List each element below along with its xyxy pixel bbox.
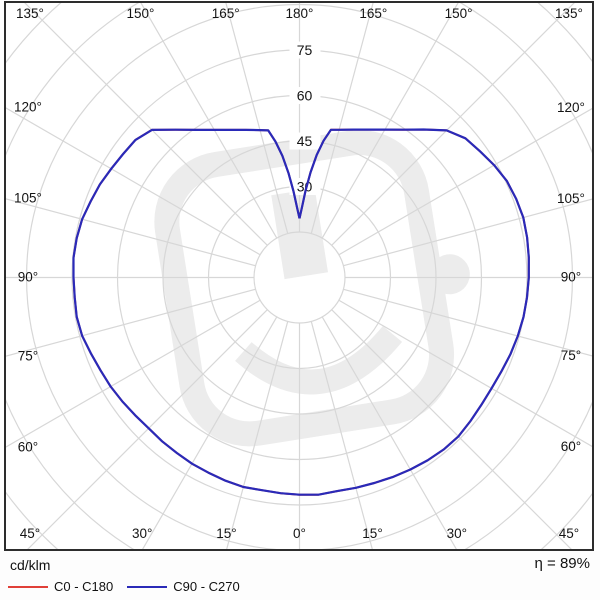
watermark-smile (235, 325, 403, 395)
grid-ray (310, 2, 374, 234)
angle-tick-label: 165° (212, 6, 240, 21)
legend-label: C90 - C270 (173, 579, 240, 594)
grid-ray (5, 299, 261, 449)
legend-entry-c0-c180: C0 - C180 (8, 579, 113, 594)
watermark-bar (271, 188, 329, 280)
grid-ray (343, 198, 593, 267)
blue-line-swatch (127, 585, 168, 588)
angle-tick-label: 15° (216, 526, 236, 541)
grid-ray (225, 321, 289, 550)
angle-tick-label: 15° (362, 526, 382, 541)
grid-ray (139, 2, 278, 239)
grid-ray (310, 321, 374, 550)
radial-tick-label: 45 (297, 133, 313, 149)
angle-tick-label: 30° (132, 526, 152, 541)
efficiency-value: η = 89% (534, 555, 590, 572)
grid-ray (5, 197, 256, 267)
angle-tick-label: 30° (447, 526, 467, 541)
red-line-swatch (8, 585, 48, 588)
grid-ray (225, 2, 289, 234)
angle-tick-label: 60° (561, 439, 581, 454)
angle-tick-label: 90° (18, 270, 38, 285)
grid-ray (26, 309, 268, 550)
radial-tick-label: 75 (297, 42, 313, 58)
angle-tick-label: 105° (14, 191, 42, 206)
grid-ray (338, 107, 593, 256)
watermark-dot (429, 254, 470, 295)
angle-tick-label: 45° (20, 526, 40, 541)
curve-c90-c270 (72, 128, 530, 496)
angle-tick-label: 165° (359, 6, 387, 21)
angle-tick-label: 150° (126, 6, 154, 21)
angle-tick-label: 75° (561, 348, 581, 363)
legend-strip: cd/klm C0 - C180 C90 - C270 η = 89% (0, 551, 600, 600)
grid-ray (321, 316, 458, 550)
grid-ray (23, 2, 268, 246)
radial-label-halo (289, 178, 321, 196)
grid-ray (331, 2, 576, 246)
radial-label-halo (289, 87, 321, 105)
plot-frame (4, 1, 594, 551)
angle-tick-label: 60° (18, 440, 38, 455)
angle-tick-label: 45° (559, 526, 579, 541)
grid-ray (331, 309, 573, 550)
unit-label: cd/klm (10, 557, 51, 573)
watermark-outline (154, 130, 455, 447)
angle-tick-label: 120° (557, 100, 585, 115)
radial-label-halo (289, 41, 321, 59)
legend-row: C0 - C180 C90 - C270 (8, 579, 240, 594)
radial-tick-label: 60 (297, 88, 313, 104)
grid-ray (321, 2, 460, 239)
grid-ray (338, 299, 593, 448)
angle-tick-label: 105° (557, 191, 585, 206)
angle-tick-label: 150° (445, 6, 473, 21)
legend-entry-c90-c270: C90 - C270 (127, 579, 240, 594)
angle-tick-label: 90° (561, 270, 581, 285)
angle-tick-label: 0° (293, 526, 306, 541)
grid-ray (343, 288, 593, 357)
angle-tick-label: 135° (16, 6, 44, 21)
grid-ray (141, 316, 278, 550)
angle-tick-label: 120° (14, 99, 42, 114)
angle-tick-label: 180° (286, 6, 314, 21)
watermark-logo (154, 130, 470, 447)
grid-ray (5, 106, 261, 256)
legend-label: C0 - C180 (54, 579, 114, 594)
angle-tick-label: 135° (555, 6, 583, 21)
grid-ray (5, 288, 256, 358)
angle-tick-label: 75° (18, 348, 38, 363)
radial-label-halo (289, 132, 321, 150)
